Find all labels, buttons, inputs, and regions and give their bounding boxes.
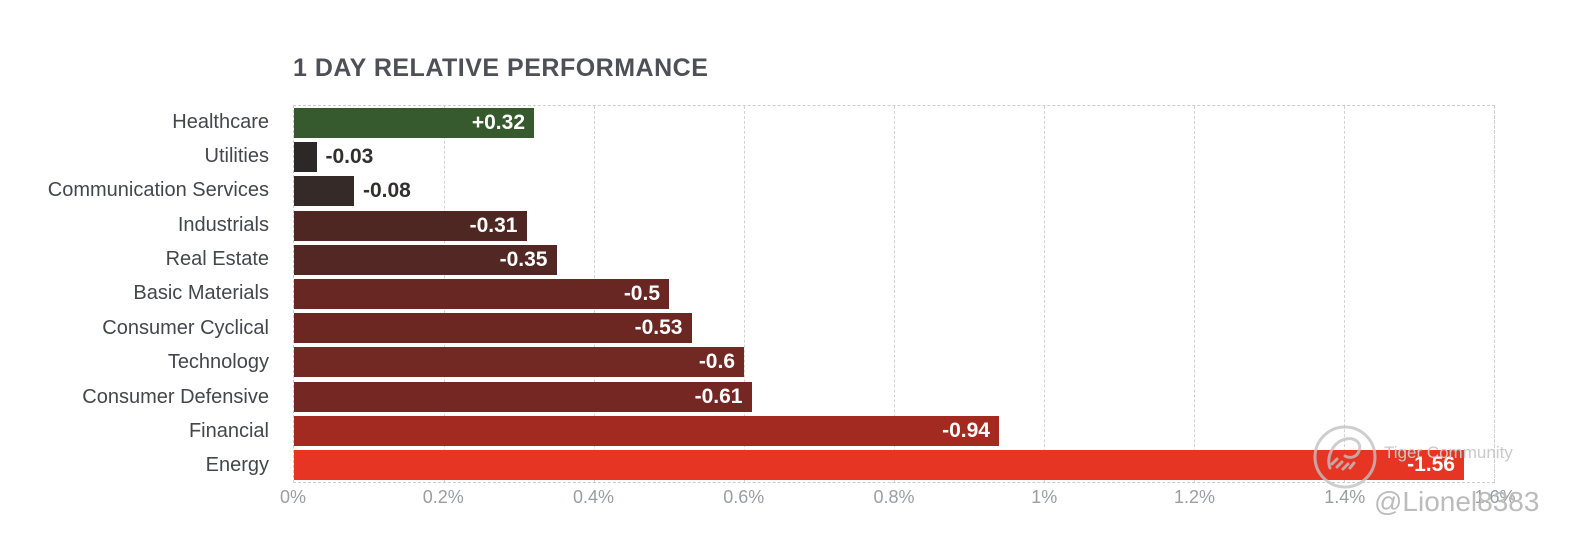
x-tick-label: 0.2% [422, 487, 464, 507]
category-label: Communication Services [47, 179, 269, 202]
bar-row: -0.5 [294, 277, 1494, 311]
bar-industrials: -0.31 [294, 210, 527, 241]
bar-row: -0.94 [294, 414, 1494, 448]
chart-title: 1 DAY RELATIVE PERFORMANCE [293, 54, 709, 82]
bar-value-label: -0.94 [942, 418, 990, 442]
bar-value-label: -0.31 [469, 213, 518, 237]
bar-financial: -0.94 [294, 415, 999, 446]
gridline [1344, 106, 1345, 482]
x-tick-label: 1% [1031, 487, 1058, 507]
gridline [744, 106, 745, 482]
bar-utilities: -0.03 [294, 142, 373, 173]
bar-row: -0.53 [294, 311, 1494, 345]
category-axis: Healthcare Utilities Communication Service… [0, 105, 281, 483]
category-label: Technology [167, 351, 269, 374]
x-tick-label: 0.8% [873, 487, 915, 507]
bar-healthcare: +0.32 [294, 108, 534, 139]
category-label: Real Estate [165, 248, 269, 271]
bar-value-label: -0.03 [325, 145, 374, 169]
bar-row: -0.31 [294, 209, 1494, 243]
x-tick-label: 1.6% [1474, 487, 1516, 507]
gridline [894, 106, 895, 482]
category-label: Financial [188, 419, 269, 442]
bar-row: -0.03 [294, 140, 1494, 174]
gridline [1194, 106, 1195, 482]
category-label: Industrials [177, 213, 269, 236]
bar-consumer-defensive: -0.61 [294, 381, 752, 412]
gridline [1044, 106, 1045, 482]
gridline [1494, 106, 1495, 482]
x-axis: 0% 0.2% 0.4% 0.6% 0.8% 1% 1.2% 1.4% 1.6% [280, 487, 1516, 513]
bar-real-estate: -0.35 [294, 244, 557, 275]
x-tick-label: 0.4% [572, 487, 615, 507]
bar-value-label: -1.56 [1407, 452, 1455, 476]
category-label: Consumer Cyclical [102, 316, 269, 339]
x-tick-label: 0.6% [723, 487, 765, 507]
bar-row: -0.6 [294, 345, 1494, 379]
bar-row: +0.32 [294, 106, 1494, 140]
plot-area: +0.32 -0.03 -0.08 -0.31 -0.35 -0.5 -0.53 -0.6 -0… [293, 105, 1495, 483]
bar-value-label: -0.53 [634, 316, 683, 340]
bar-row: -1.56 [294, 448, 1494, 482]
bar-basic-materials: -0.5 [294, 279, 669, 310]
bar-value-label: -0.35 [499, 247, 548, 271]
category-label: Consumer Defensive [82, 385, 269, 408]
bar-row: -0.08 [294, 174, 1494, 208]
bar-value-label: -0.6 [698, 350, 735, 374]
bar-value-label: -0.08 [363, 179, 411, 203]
x-tick-label: 0% [279, 487, 307, 507]
x-tick-label: 1.4% [1324, 487, 1366, 507]
bar-value-label: +0.32 [471, 111, 525, 135]
bar-technology: -0.6 [294, 347, 744, 378]
bar-value-label: -0.61 [694, 384, 743, 408]
bar-rows: +0.32 -0.03 -0.08 -0.31 -0.35 -0.5 -0.53 -0.6 -0… [294, 106, 1494, 482]
bar-value-label: -0.5 [623, 282, 660, 306]
bar-row: -0.61 [294, 380, 1494, 414]
bar-row: -0.35 [294, 243, 1494, 277]
category-label: Utilities [204, 145, 269, 168]
category-label: Healthcare [172, 110, 269, 133]
category-label: Basic Materials [133, 282, 269, 305]
bar-consumer-cyclical: -0.53 [294, 313, 692, 344]
bar-energy: -1.56 [294, 449, 1464, 480]
category-label: Energy [205, 454, 269, 477]
bar-communication-services: -0.08 [294, 176, 411, 207]
x-tick-label: 1.2% [1173, 487, 1216, 507]
